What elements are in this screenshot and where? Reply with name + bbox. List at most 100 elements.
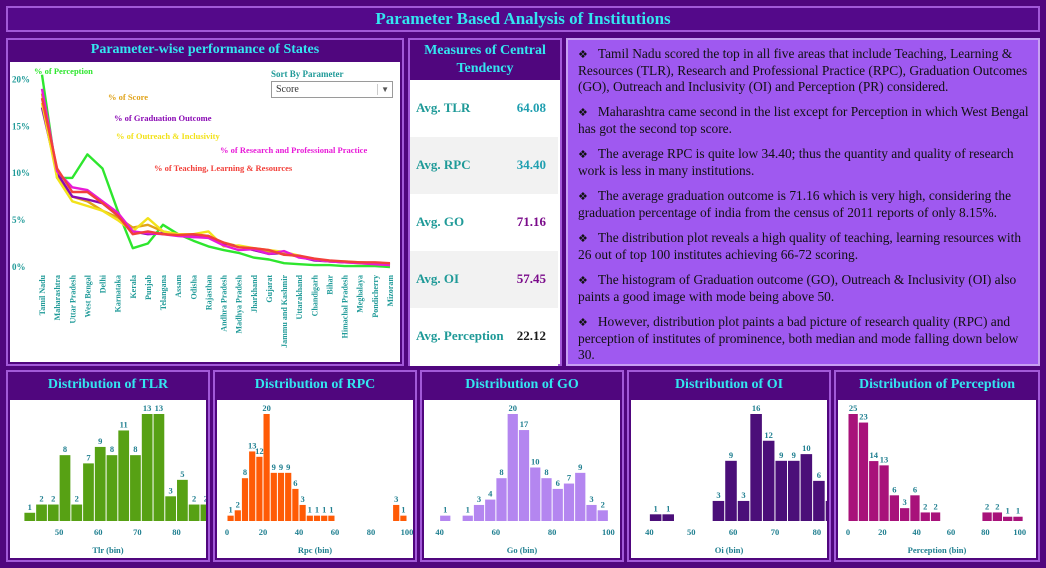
central-tendency-value: 64.08 <box>516 100 546 115</box>
data-label: 1 <box>654 503 658 513</box>
data-label: 2 <box>75 494 79 504</box>
data-label: 3 <box>169 485 173 495</box>
insight-text: The histogram of Graduation outcome (GO)… <box>578 272 1017 304</box>
histogram-bar <box>920 512 930 521</box>
histogram-bar <box>750 414 762 521</box>
histogram-bar <box>473 504 485 521</box>
central-tendency-value: 57.45 <box>516 271 546 286</box>
line-chart-area: 0% 5% 10% 15% 20% Tamil Nadu Maharashtra Uttar … <box>10 62 400 362</box>
data-label: 23 <box>859 412 868 422</box>
x-axis-label: Oi (bin) <box>715 545 744 555</box>
data-label: 8 <box>544 467 548 477</box>
x-tick-label: 100 <box>602 527 615 537</box>
line-panel-frame <box>6 38 404 366</box>
histogram-chart: 1228279811813133522450607080Tlr (bin) <box>24 403 223 555</box>
histogram-bar <box>900 508 910 521</box>
chevron-down-icon[interactable]: ▼ <box>381 85 389 94</box>
histogram-bar <box>518 430 530 521</box>
histogram-panel-frame <box>213 370 417 562</box>
x-axis-label: Perception (bin) <box>908 545 967 555</box>
histogram-bar <box>552 488 563 521</box>
insight-text: Maharashtra came second in the list exce… <box>578 104 1029 136</box>
x-tick-label: 40 <box>912 527 921 537</box>
x-tick-label: Chandigarh <box>310 274 319 316</box>
x-tick-label: 80 <box>813 527 822 537</box>
insight-item: ❖ The average graduation outcome is 71.16… <box>578 188 1030 221</box>
histogram-area: 25 23 14 13 6 3 6 2 2 2 2 1 1 0 20 40 60 80 100 Perception … <box>838 400 1036 558</box>
data-label: 1 <box>1006 506 1010 516</box>
x-tick-label: Uttar Pradesh <box>68 274 77 323</box>
insights-panel: ❖ Tamil Nadu scored the top in all five a… <box>566 38 1040 366</box>
data-label: 7 <box>86 452 91 462</box>
data-label: 9 <box>779 450 783 460</box>
histogram-bar <box>256 456 263 521</box>
series-label: % of Perception <box>34 66 93 76</box>
data-label: 1 <box>228 505 232 515</box>
data-label: 9 <box>286 462 290 472</box>
data-label: 6 <box>913 484 917 494</box>
data-label: 5 <box>180 469 184 479</box>
histogram-bar <box>71 504 83 521</box>
sort-by-select[interactable]: Score ▼ <box>271 81 393 98</box>
histogram-bar <box>153 414 165 521</box>
histogram-bar <box>982 512 992 521</box>
data-label: 6 <box>293 478 297 488</box>
histogram-bar <box>118 430 130 521</box>
histogram-title: Distribution of OI <box>629 372 829 398</box>
data-label: 2 <box>51 494 55 504</box>
x-tick-label: 20 <box>878 527 887 537</box>
data-label: 8 <box>133 444 137 454</box>
x-tick-label: 70 <box>133 527 142 537</box>
x-tick-label: Mizoram <box>386 275 395 307</box>
data-label: 9 <box>279 462 283 472</box>
central-tendency-value: 71.16 <box>516 214 546 229</box>
x-tick-label: Gujarat <box>265 275 274 303</box>
data-label: 3 <box>477 494 481 504</box>
histogram-bar <box>563 483 575 521</box>
histogram-bar <box>930 512 941 521</box>
data-label: 12 <box>255 446 264 456</box>
insight-text: Tamil Nadu scored the top in all five ar… <box>578 46 1028 94</box>
data-label: 8 <box>243 467 247 477</box>
histogram-bar <box>485 499 496 521</box>
histogram-chart: 113931612991063123314050607080Oi (bin) <box>645 403 901 555</box>
data-label: 10 <box>802 443 811 453</box>
histogram-bar <box>270 472 277 521</box>
data-label: 1 <box>308 505 312 515</box>
histogram-bar <box>462 515 473 521</box>
histogram-bar <box>530 467 541 521</box>
data-label: 9 <box>578 462 582 472</box>
data-label: 13 <box>143 403 152 413</box>
central-tendency-value: 22.12 <box>516 328 546 343</box>
histogram-bar <box>910 495 920 521</box>
x-tick-label: Jammu and Kashmir <box>280 275 289 348</box>
central-tendency-label: Avg. OI <box>416 271 460 286</box>
histogram-bar <box>292 488 299 521</box>
x-tick-label: Meghalaya <box>356 275 365 313</box>
sort-by-value: Score <box>276 84 299 95</box>
central-tendency-label: Avg. TLR <box>416 100 471 115</box>
y-tick-label: 10% <box>12 168 30 178</box>
insight-item: ❖ The distribution plot reveals a high qu… <box>578 230 1030 263</box>
histogram-bar <box>848 414 858 521</box>
x-tick-label: 100 <box>1013 527 1026 537</box>
x-tick-label: Himachal Pradesh <box>341 274 350 338</box>
histogram-chart: 113482017108679321406080100Go (bin) <box>435 403 631 555</box>
x-tick-label: Punjab <box>144 274 153 299</box>
insight-text: However, distribution plot paints a bad … <box>578 314 1019 362</box>
histogram-bar <box>813 480 825 521</box>
histogram-bar <box>541 478 552 521</box>
diamond-bullet-icon: ❖ <box>578 232 588 245</box>
x-tick-label: 70 <box>771 527 780 537</box>
x-tick-label: 60 <box>947 527 956 537</box>
central-tendency-row: Avg. GO 71.16 <box>410 194 558 252</box>
x-tick-label: Kerala <box>129 275 138 299</box>
x-tick-label: 50 <box>687 527 696 537</box>
histogram-bar <box>321 515 328 521</box>
histogram-bar <box>879 465 889 521</box>
line-chart: 0% 5% 10% 15% 20% Tamil Nadu Maharashtra Uttar … <box>12 66 395 348</box>
histogram-bar <box>586 504 597 521</box>
x-tick-label: 60 <box>729 527 738 537</box>
histogram-bar <box>725 460 737 521</box>
